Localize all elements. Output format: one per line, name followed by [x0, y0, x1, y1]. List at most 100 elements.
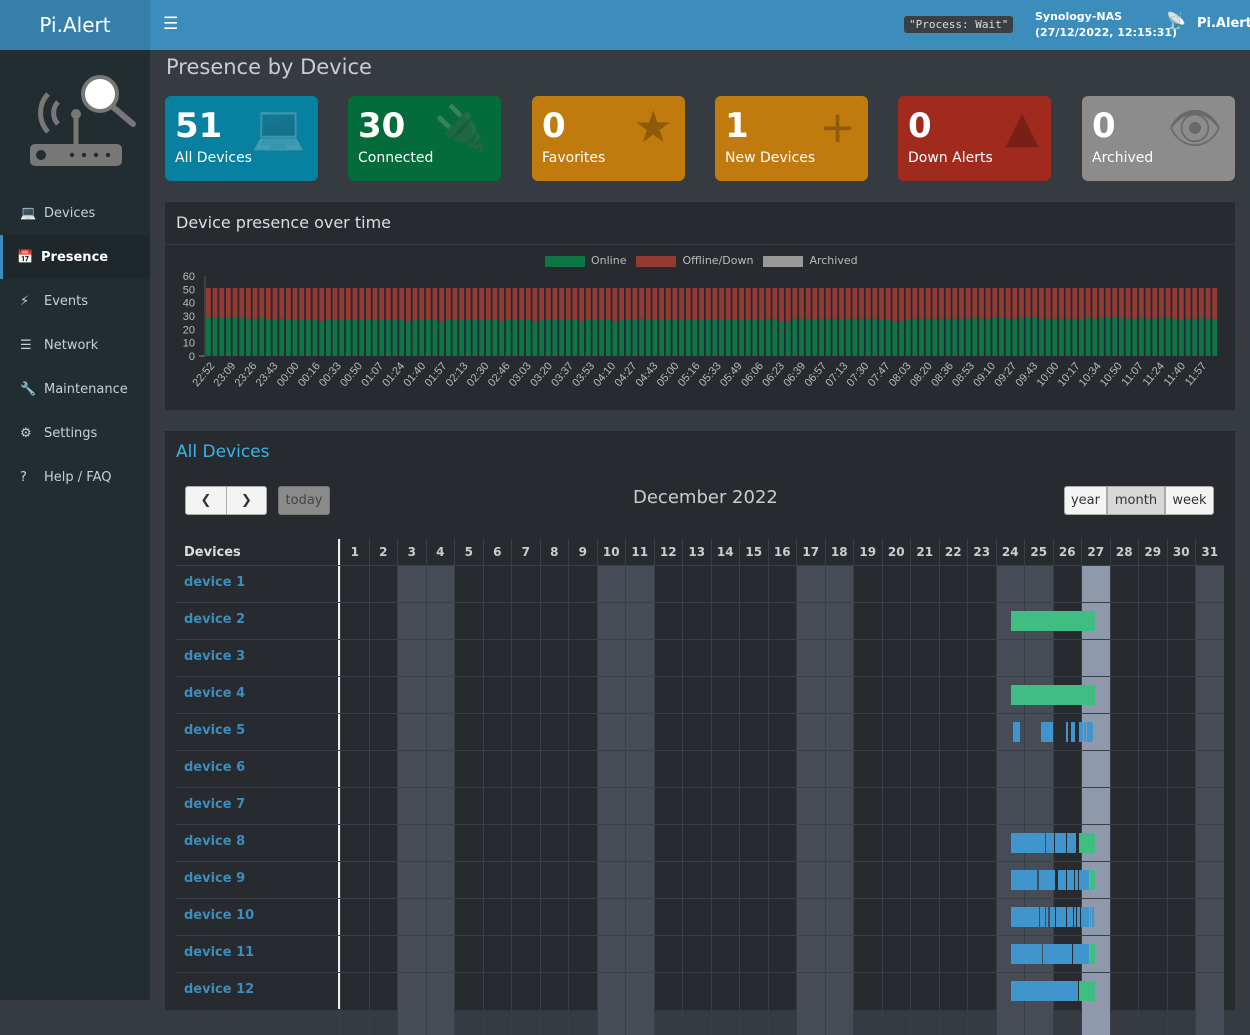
bar-online[interactable] [832, 318, 838, 356]
bar-online[interactable] [265, 320, 271, 356]
bar-online[interactable] [739, 320, 744, 356]
bar-offline[interactable] [539, 288, 545, 320]
bar-offline[interactable] [885, 288, 891, 320]
bar-online[interactable] [839, 320, 844, 356]
bar-offline[interactable] [599, 288, 605, 320]
bar-online[interactable] [1059, 318, 1064, 356]
bar-offline[interactable] [265, 288, 271, 320]
bar-online[interactable] [1085, 317, 1091, 356]
bar-offline[interactable] [692, 288, 698, 320]
bar-online[interactable] [879, 320, 884, 356]
bar-offline[interactable] [812, 288, 818, 320]
bar-offline[interactable] [1139, 288, 1144, 318]
bar-online[interactable] [772, 318, 778, 356]
bar-offline[interactable] [292, 288, 298, 320]
bar-offline[interactable] [1172, 288, 1178, 319]
bar-offline[interactable] [925, 288, 931, 319]
bar-online[interactable] [599, 320, 605, 356]
bar-offline[interactable] [659, 288, 664, 320]
presence-segment-session[interactable] [1055, 833, 1066, 853]
bar-offline[interactable] [825, 288, 831, 319]
bar-offline[interactable] [1165, 288, 1171, 318]
bar-offline[interactable] [332, 288, 338, 320]
bar-offline[interactable] [699, 288, 704, 320]
bar-offline[interactable] [559, 288, 565, 320]
bar-offline[interactable] [959, 288, 964, 319]
device-link[interactable]: device 3 [184, 649, 246, 664]
bar-offline[interactable] [872, 288, 878, 319]
sidebar-item-maintenance[interactable]: 🔧 Maintenance [0, 367, 150, 411]
bar-offline[interactable] [679, 288, 684, 320]
presence-segment-online[interactable] [1079, 833, 1095, 853]
bar-online[interactable] [719, 320, 724, 356]
bar-online[interactable] [439, 321, 445, 356]
bar-online[interactable] [1152, 318, 1158, 356]
presence-segment-session[interactable] [1092, 907, 1095, 927]
bar-online[interactable] [1072, 318, 1078, 356]
bar-offline[interactable] [1205, 288, 1211, 319]
bar-online[interactable] [1025, 317, 1031, 356]
bar-offline[interactable] [1065, 288, 1071, 319]
bar-online[interactable] [372, 320, 378, 356]
bar-online[interactable] [692, 320, 698, 356]
device-link[interactable]: device 7 [184, 797, 246, 812]
bar-offline[interactable] [752, 288, 758, 320]
presence-segment-session[interactable] [1010, 907, 1040, 927]
bar-offline[interactable] [325, 288, 331, 320]
bar-online[interactable] [1105, 317, 1111, 356]
bar-online[interactable] [279, 318, 285, 356]
bar-offline[interactable] [405, 288, 411, 322]
bar-online[interactable] [245, 318, 251, 356]
bar-offline[interactable] [832, 288, 838, 319]
bar-offline[interactable] [1092, 288, 1098, 319]
bar-offline[interactable] [705, 288, 711, 320]
bar-online[interactable] [585, 320, 591, 356]
bar-offline[interactable] [799, 288, 804, 319]
bar-online[interactable] [552, 320, 558, 356]
bar-offline[interactable] [632, 288, 638, 320]
bar-online[interactable] [445, 320, 451, 356]
presence-segment-session[interactable] [1010, 870, 1038, 890]
presence-segment-session[interactable] [1055, 907, 1066, 927]
bar-offline[interactable] [1072, 288, 1078, 319]
bar-online[interactable] [465, 320, 471, 356]
bar-offline[interactable] [392, 288, 398, 320]
bar-offline[interactable] [532, 288, 538, 322]
bar-offline[interactable] [359, 288, 365, 320]
bar-offline[interactable] [1085, 288, 1091, 318]
bar-offline[interactable] [1159, 288, 1164, 318]
bar-offline[interactable] [939, 288, 944, 319]
card-favorites[interactable]: 0 Favorites ★ [532, 96, 685, 181]
bar-offline[interactable] [499, 288, 505, 322]
presence-segment-session[interactable] [1086, 722, 1093, 742]
bar-online[interactable] [285, 320, 291, 356]
bar-offline[interactable] [512, 288, 518, 320]
card-down-alerts[interactable]: 0 Down Alerts ▲ [898, 96, 1051, 181]
bar-online[interactable] [1199, 317, 1204, 356]
bar-offline[interactable] [639, 288, 644, 319]
bar-offline[interactable] [565, 288, 571, 320]
bar-online[interactable] [219, 317, 225, 356]
presence-segment-session[interactable] [1041, 722, 1054, 742]
bar-online[interactable] [1052, 318, 1058, 356]
bar-online[interactable] [919, 318, 924, 356]
bar-offline[interactable] [819, 288, 824, 319]
bar-online[interactable] [1165, 317, 1171, 356]
bar-offline[interactable] [685, 288, 691, 320]
bar-offline[interactable] [465, 288, 471, 320]
presence-segment-session[interactable] [1073, 944, 1089, 964]
bar-online[interactable] [699, 320, 704, 356]
bar-online[interactable] [1032, 317, 1038, 356]
bar-offline[interactable] [552, 288, 558, 320]
bar-online[interactable] [365, 320, 371, 356]
presence-segment-session[interactable] [1067, 833, 1076, 853]
today-button[interactable]: today [278, 486, 330, 515]
presence-segment-session[interactable] [1065, 722, 1068, 742]
bar-offline[interactable] [839, 288, 844, 320]
presence-segment-session[interactable] [1057, 870, 1066, 890]
bar-offline[interactable] [479, 288, 485, 320]
bar-offline[interactable] [385, 288, 391, 320]
bar-online[interactable] [399, 320, 405, 356]
presence-segment-session[interactable] [1081, 907, 1089, 927]
bar-offline[interactable] [352, 288, 358, 320]
